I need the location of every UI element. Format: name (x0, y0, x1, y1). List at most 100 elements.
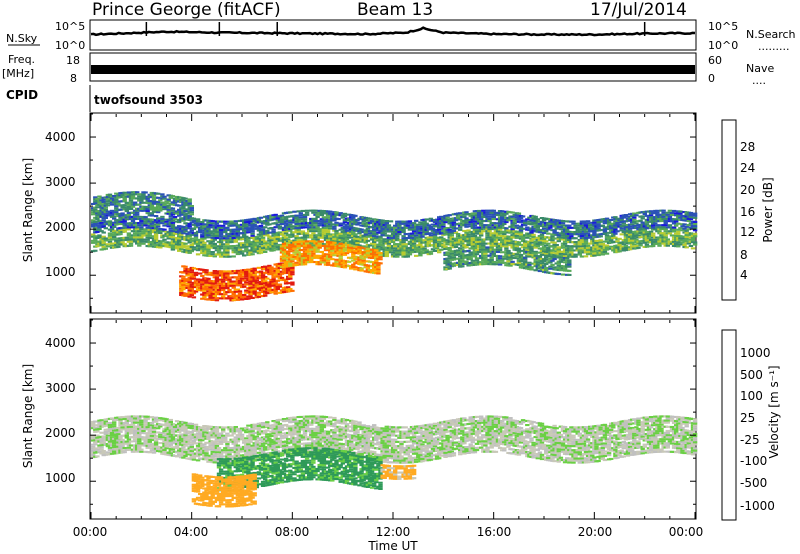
power-cell-39 (107, 236, 113, 239)
velocity-cell-36 (97, 450, 102, 453)
power-cell-2272 (315, 213, 320, 216)
power-cell-4665 (504, 247, 509, 250)
power-cell-2247 (304, 211, 310, 214)
power-cell-3668 (191, 296, 197, 299)
velocity-cell-18 (93, 443, 98, 446)
power-cell-1083 (481, 230, 486, 233)
power-cell-1750 (120, 212, 125, 215)
power-cell-4016 (269, 291, 274, 294)
power-cell-1876 (170, 219, 176, 222)
power-cell-753 (365, 246, 371, 249)
velocity-cell-26 (93, 420, 98, 423)
velocity-panel-frame (89, 318, 697, 520)
power-cb-tick-20: 20 (740, 183, 755, 197)
power-cell-4507 (447, 261, 452, 264)
power-cell-484 (269, 239, 274, 242)
power-cell-4475 (374, 249, 379, 252)
power-cell-472 (265, 233, 270, 236)
power-cell-1357 (579, 249, 585, 252)
power-cell-1492 (627, 233, 633, 236)
power-cell-1974 (208, 232, 213, 235)
velocity-heatmap-cells (91, 415, 698, 508)
power-cell-3958 (256, 291, 262, 294)
power-cell-1966 (206, 236, 211, 239)
power-cell-3787 (218, 282, 224, 285)
power-cell-2699 (464, 217, 469, 220)
power-cell-3549 (170, 207, 176, 210)
power-cell-3011 (581, 228, 587, 231)
power-cell-340 (218, 255, 224, 258)
power-cell-2549 (411, 222, 417, 225)
power-cell-3473 (141, 195, 146, 198)
power-cell-770 (372, 240, 377, 243)
power-cell-4211 (302, 263, 308, 266)
power-cell-1305 (560, 244, 566, 247)
power-cell-211 (170, 242, 176, 245)
power-cell-1676 (93, 220, 98, 223)
power-cell-3895 (244, 281, 249, 284)
power-cell-3316 (688, 211, 694, 214)
power-cell-3165 (634, 222, 639, 225)
power-cell-1523 (638, 231, 643, 234)
power-cell-3339 (93, 202, 98, 205)
power-cell-2579 (422, 225, 427, 228)
power-cell-3869 (237, 284, 243, 287)
power-cell-3483 (145, 197, 150, 200)
power-cell-1284 (552, 241, 557, 244)
power-cell-2944 (556, 223, 561, 226)
power-cell-1678 (95, 230, 100, 233)
power-cell-3600 (187, 202, 192, 205)
power-cell-1336 (573, 255, 578, 258)
power-cell-101 (130, 230, 136, 233)
power-cell-2098 (250, 230, 255, 233)
power-cell-3111 (613, 216, 618, 219)
power-cell-405 (244, 245, 249, 248)
power-cell-3106 (613, 226, 618, 229)
power-cell-1875 (170, 221, 176, 224)
power-cell-581 (304, 232, 310, 235)
power-cell-3537 (166, 208, 171, 211)
power-cell-1795 (137, 215, 142, 218)
power-cell-666 (334, 229, 339, 232)
power-cell-1370 (583, 240, 589, 243)
power-cell-3060 (596, 223, 601, 226)
power-cell-3276 (676, 222, 681, 225)
power-cell-1749 (120, 214, 125, 217)
power-cell-1983 (210, 222, 215, 225)
power-cell-737 (359, 240, 364, 243)
freq-right-label: Nave (746, 62, 774, 75)
power-cell-4313 (330, 243, 335, 246)
power-cell-3884 (242, 294, 247, 297)
power-cell-4148 (286, 260, 291, 263)
power-cell-1253 (541, 242, 547, 245)
power-cell-2824 (510, 217, 515, 220)
power-cell-3121 (619, 227, 624, 230)
power-cell-2603 (432, 233, 438, 236)
power-cell-2564 (418, 231, 423, 234)
power-cell-43 (109, 244, 115, 247)
power-cell-3852 (233, 276, 238, 279)
power-cell-4250 (311, 240, 316, 243)
power-cell-117 (137, 238, 142, 241)
power-cell-605 (313, 230, 318, 233)
power-cell-1363 (581, 243, 587, 246)
power-cell-678 (338, 232, 343, 235)
power-cell-4553 (464, 260, 469, 263)
power-cell-2899 (541, 231, 547, 234)
power-cell-3304 (686, 228, 691, 231)
power-cell-3954 (254, 275, 259, 278)
power-cell-3376 (105, 204, 111, 207)
power-cell-4782 (548, 261, 553, 264)
power-cell-161 (151, 229, 157, 232)
power-cell-4656 (500, 251, 505, 254)
power-cell-4476 (376, 272, 381, 275)
power-cell-3314 (688, 216, 694, 219)
power-cell-2166 (275, 217, 280, 220)
power-cell-305 (202, 237, 207, 240)
power-cell-3515 (156, 196, 161, 199)
power-cell-229 (177, 249, 182, 252)
power-cell-2759 (485, 209, 490, 212)
power-cell-2448 (378, 235, 383, 238)
power-cb-tick-4: 4 (740, 268, 748, 282)
